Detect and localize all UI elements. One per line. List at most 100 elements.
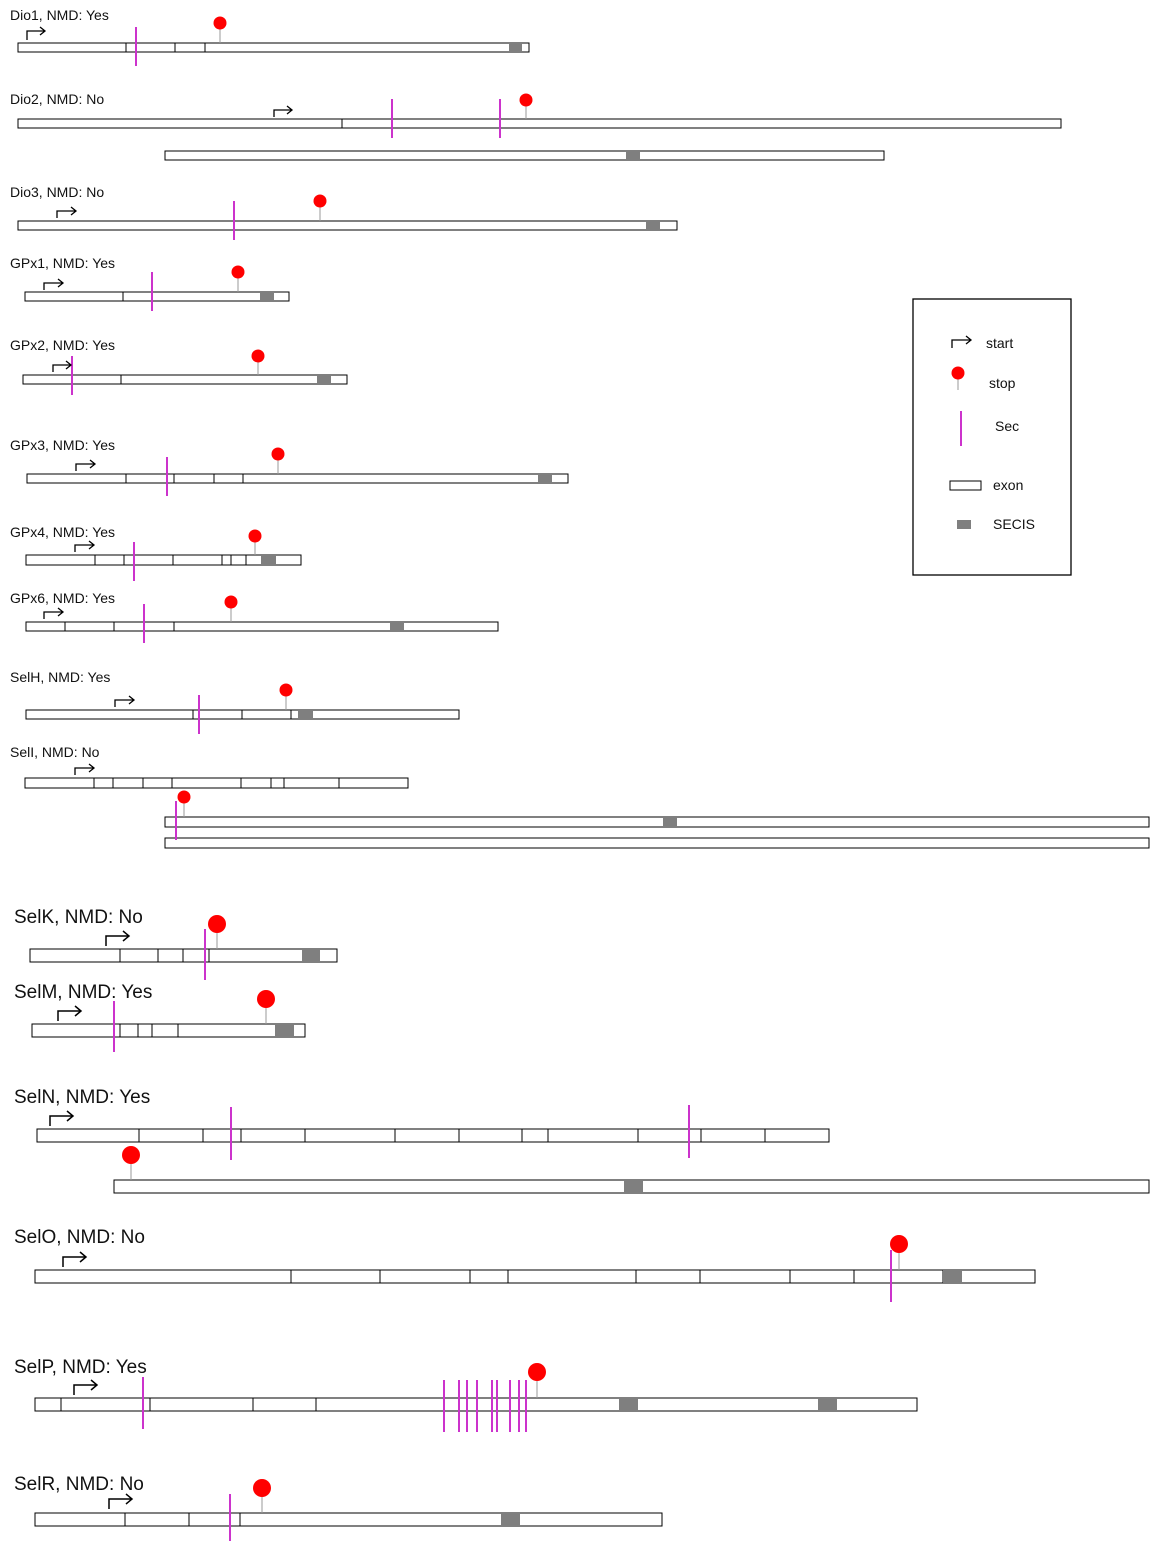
start-arrow-icon — [26, 26, 47, 40]
exon-bar — [25, 554, 302, 566]
stop-marker — [177, 790, 191, 804]
gene-label-seli: SelI, NMD: No — [10, 744, 100, 760]
start-arrow-icon — [105, 930, 131, 946]
secis-element — [943, 1270, 962, 1283]
gene-track-gpx1 — [24, 265, 290, 311]
gene-label-dio1: Dio1, NMD: Yes — [10, 7, 109, 23]
secis-element — [390, 622, 404, 631]
stop-marker — [313, 194, 327, 208]
gene-label-gpx2: GPx2, NMD: Yes — [10, 337, 115, 353]
gene-track-selp — [34, 1363, 918, 1432]
start-arrow-icon — [74, 763, 96, 775]
exon-bar — [36, 1128, 830, 1143]
gene-label-gpx3: GPx3, NMD: Yes — [10, 437, 115, 453]
exon-bar — [34, 1512, 663, 1527]
stop-marker — [213, 16, 227, 30]
start-arrow-icon — [43, 278, 65, 290]
gene-label-gpx4: GPx4, NMD: Yes — [10, 524, 115, 540]
exon-bar — [24, 777, 409, 789]
legend-exon-label: exon — [993, 477, 1023, 493]
gene-track-selr — [34, 1479, 663, 1541]
exon-bar — [26, 473, 569, 484]
stop-marker — [257, 990, 275, 1008]
gene-track-selo — [34, 1235, 1036, 1302]
gene-track-selm — [31, 990, 306, 1052]
stop-marker — [231, 265, 245, 279]
gene-track-selk — [29, 915, 338, 980]
gene-label-selo: SelO, NMD: No — [14, 1227, 145, 1248]
gene-track-dio3 — [17, 194, 678, 240]
exon-bar — [17, 220, 678, 231]
gene-track-seln — [36, 1105, 1150, 1194]
secis-element — [619, 1398, 638, 1411]
gene-track-seli — [24, 763, 1150, 849]
stop-marker — [251, 349, 265, 363]
secis-element — [501, 1513, 520, 1526]
stop-marker — [271, 447, 285, 461]
exon-bar — [164, 816, 1150, 828]
exon-bar — [34, 1269, 1036, 1284]
legend-start-label: start — [986, 335, 1013, 351]
stop-marker — [279, 683, 293, 697]
gene-track-gpx6 — [25, 595, 499, 643]
exon-bar — [25, 621, 499, 632]
gene-label-selk: SelK, NMD: No — [14, 907, 143, 928]
stop-marker — [519, 93, 533, 107]
legend-box — [912, 298, 1072, 576]
start-arrow-icon — [273, 105, 294, 117]
legend-stop-icon — [951, 366, 965, 380]
exon-bar — [17, 118, 1062, 129]
secis-element — [275, 1024, 294, 1037]
gene-label-seln: SelN, NMD: Yes — [14, 1087, 150, 1108]
gene-track-dio2 — [17, 93, 1062, 161]
legend-secis-label: SECIS — [993, 516, 1035, 532]
start-arrow-icon — [73, 1379, 99, 1395]
secis-element — [538, 474, 552, 483]
gene-label-selm: SelM, NMD: Yes — [14, 982, 152, 1003]
gene-label-selr: SelR, NMD: No — [14, 1474, 144, 1495]
legend-stop-label: stop — [989, 375, 1016, 391]
start-arrow-icon — [75, 459, 97, 471]
exon-bar — [31, 1023, 306, 1038]
secis-element — [663, 817, 677, 827]
start-arrow-icon — [108, 1493, 134, 1509]
start-arrow-icon — [43, 607, 65, 619]
exon-bar — [17, 42, 530, 53]
gene-label-dio3: Dio3, NMD: No — [10, 184, 104, 200]
legend-secis-icon — [957, 520, 971, 529]
stop-marker — [122, 1146, 140, 1164]
gene-track-gpx3 — [26, 447, 569, 496]
gene-label-gpx1: GPx1, NMD: Yes — [10, 255, 115, 271]
gene-track-gpx4 — [25, 529, 302, 581]
gene-label-gpx6: GPx6, NMD: Yes — [10, 590, 115, 606]
gene-track-dio1 — [17, 16, 530, 66]
legend-exon-icon — [949, 480, 982, 491]
secis-element — [302, 949, 320, 962]
exon-bar — [24, 291, 290, 302]
exon-bar — [164, 150, 885, 161]
secis-element — [260, 292, 274, 301]
start-arrow-icon — [57, 1005, 83, 1021]
start-arrow-icon — [74, 540, 96, 552]
secis-element — [298, 710, 313, 719]
secis-element — [624, 1180, 643, 1193]
gene-track-gpx2 — [22, 349, 348, 395]
gene-labels: Dio1, NMD: Yes Dio2, NMD: No Dio3, NMD: … — [10, 7, 152, 1495]
secis-element — [646, 221, 660, 230]
start-arrow-icon — [62, 1251, 88, 1267]
legend-sec-label: Sec — [995, 418, 1019, 434]
stop-marker — [253, 1479, 271, 1497]
gene-label-dio2: Dio2, NMD: No — [10, 91, 104, 107]
start-arrow-icon — [114, 695, 136, 707]
exon-bar — [164, 837, 1150, 849]
stop-marker — [248, 529, 262, 543]
secis-element — [317, 375, 331, 384]
gene-track-selh — [25, 683, 460, 734]
stop-marker — [224, 595, 238, 609]
legend: start stop Sec exon SECIS — [912, 298, 1072, 576]
secis-element — [626, 151, 640, 160]
gene-label-selh: SelH, NMD: Yes — [10, 669, 110, 685]
gene-label-selp: SelP, NMD: Yes — [14, 1357, 147, 1378]
stop-marker — [528, 1363, 546, 1381]
